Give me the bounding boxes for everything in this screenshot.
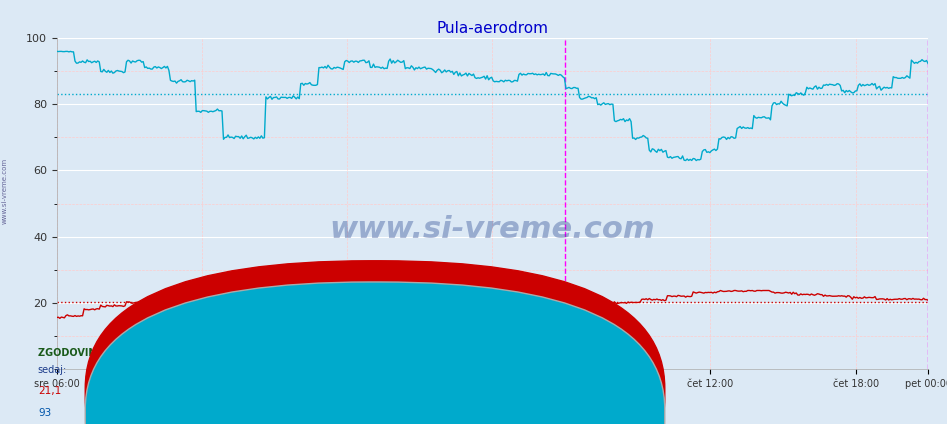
Text: www.si-vreme.com: www.si-vreme.com — [330, 215, 655, 245]
Text: vlaga[%]: vlaga[%] — [384, 401, 427, 411]
Text: 83: 83 — [189, 407, 203, 418]
Text: 96: 96 — [275, 407, 288, 418]
Text: 63: 63 — [114, 407, 127, 418]
Text: 93: 93 — [38, 407, 51, 418]
Text: ZGODOVINSKE IN TRENUTNE VREDNOSTI: ZGODOVINSKE IN TRENUTNE VREDNOSTI — [38, 348, 261, 358]
Text: sedaj:: sedaj: — [38, 365, 67, 375]
Text: min.:: min.: — [114, 365, 138, 375]
Text: temperatura[C]: temperatura[C] — [384, 384, 460, 394]
Text: maks.:: maks.: — [275, 365, 307, 375]
Title: Pula-aerodrom: Pula-aerodrom — [437, 21, 548, 36]
Text: Pula-aerodrom: Pula-aerodrom — [369, 365, 451, 375]
Text: povpr.:: povpr.: — [189, 365, 223, 375]
Text: www.si-vreme.com: www.si-vreme.com — [2, 158, 8, 224]
Text: 23,7: 23,7 — [275, 386, 298, 396]
Text: 15,1: 15,1 — [114, 386, 137, 396]
Text: 21,1: 21,1 — [38, 386, 62, 396]
Text: 20,3: 20,3 — [189, 386, 212, 396]
